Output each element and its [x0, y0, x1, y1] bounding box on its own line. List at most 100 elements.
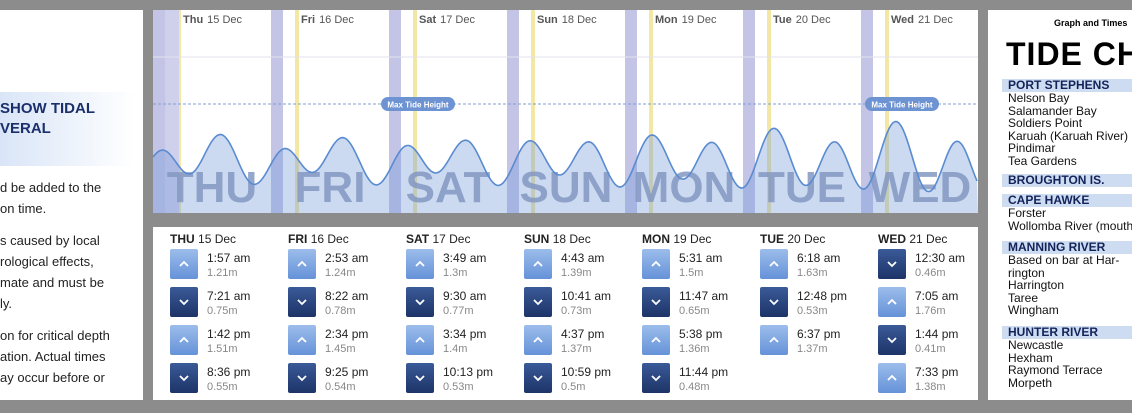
low-tide-icon [524, 363, 552, 393]
location-item: Based on bar at Har- [1008, 253, 1120, 267]
day-date: 18 Dec [552, 232, 591, 246]
tide-time: 7:05 am [915, 289, 959, 303]
max-tide-label: Max Tide Height [387, 101, 449, 110]
graph-day-name: Sun [537, 14, 558, 26]
arrow-chevron [533, 299, 543, 306]
low-tide-icon [288, 287, 316, 317]
tide-arrow [533, 375, 543, 382]
tide-cell: 5:31 am 1.5m [642, 249, 752, 283]
day-header: TUE 20 Dec [760, 232, 825, 246]
arrow-chevron [415, 299, 425, 306]
arrow-chevron [887, 337, 897, 344]
tide-time: 2:34 pm [325, 327, 369, 341]
arrow-chevron [769, 336, 779, 343]
section-heading: CAPE HAWKE [1002, 194, 1132, 207]
tide-arrow [415, 260, 425, 267]
tide-arrow [769, 299, 779, 306]
tide-time: 9:25 pm [325, 365, 369, 379]
notes-line: ly. [0, 296, 13, 311]
high-tide-icon [170, 249, 198, 279]
tide-height: 1.36m [679, 343, 710, 355]
day-date: 20 Dec [787, 232, 826, 246]
notes-heading: VERAL [0, 120, 51, 137]
graph-day-label: Sun 18 Dec [537, 14, 597, 26]
arrow-chevron [887, 298, 897, 305]
arrow-chevron [179, 375, 189, 382]
graph-day-name: Tue [773, 14, 792, 26]
day-name: MON [642, 232, 670, 246]
tide-arrow [415, 299, 425, 306]
night-band [861, 10, 873, 213]
tide-arrow [415, 375, 425, 382]
location-section: CAPE HAWKE Forster Wollomba River (mouth) [1002, 194, 1132, 232]
low-tide-icon [642, 363, 670, 393]
notes-line: rological effects, [0, 254, 94, 269]
location-item: Morpeth [1008, 375, 1053, 390]
location-item: Newcastle [1008, 338, 1064, 352]
arrow-chevron [651, 336, 661, 343]
tide-times-table: THU 15 Dec 1:57 am 1.21m 7:21 am 0.75m 1:42 p… [153, 227, 978, 400]
kicker: Graph and Times [1054, 18, 1128, 28]
section-heading: PORT STEPHENS [1002, 79, 1132, 92]
tide-cell: 3:49 am 1.3m [406, 249, 516, 283]
arrow-chevron [887, 374, 897, 381]
tide-arrow [297, 375, 307, 382]
tide-arrow [887, 261, 897, 268]
tide-arrow [769, 260, 779, 267]
tide-curve [153, 120, 978, 193]
tide-arrow [887, 374, 897, 381]
tide-height: 1.45m [325, 343, 356, 355]
high-tide-icon [760, 249, 788, 279]
high-tide-icon [524, 325, 552, 355]
location-item: Pindimar [1008, 141, 1056, 156]
tide-time: 7:21 am [207, 289, 251, 303]
location-item: Wingham [1008, 303, 1059, 318]
max-tide-pill [381, 97, 455, 111]
tide-height: 0.48m [679, 381, 710, 393]
tide-time: 12:30 am [915, 251, 966, 265]
location-section: BROUGHTON IS. [1002, 174, 1132, 187]
tide-cell: 2:53 am 1.24m [288, 249, 398, 283]
tide-cell: 10:13 pm 0.53m [406, 363, 516, 397]
daylight-band [888, 10, 978, 213]
location-item: Wollomba River (mouth) [1008, 218, 1132, 233]
graph-day-label: Tue 20 Dec [773, 14, 831, 26]
tide-time: 10:41 am [561, 289, 612, 303]
high-tide-icon [878, 287, 906, 317]
tide-height: 0.73m [561, 305, 592, 317]
location-item: Hexham [1008, 350, 1053, 365]
day-name: WED [878, 232, 906, 246]
tide-time: 4:43 am [561, 251, 605, 265]
tide-cell: 12:30 am 0.46m [878, 249, 978, 283]
high-tide-icon [406, 249, 434, 279]
section-heading: BROUGHTON IS. [1002, 174, 1132, 187]
tide-height: 1.38m [915, 381, 946, 393]
low-tide-icon [642, 287, 670, 317]
graph-day-date: 19 Dec [682, 14, 717, 26]
tide-cell: 5:38 pm 1.36m [642, 325, 752, 359]
tide-height: 1.4m [443, 343, 468, 355]
arrow-chevron [533, 336, 543, 343]
graph-day-name: Thu [183, 14, 203, 26]
graph-day-date: 15 Dec [207, 14, 242, 26]
tide-cell: 9:25 pm 0.54m [288, 363, 398, 397]
arrow-chevron [533, 260, 543, 267]
day-date: 15 Dec [198, 232, 237, 246]
tide-cell: 4:37 pm 1.37m [524, 325, 634, 359]
tide-arrow [651, 299, 661, 306]
high-tide-icon [760, 325, 788, 355]
tide-cell: 7:05 am 1.76m [878, 287, 978, 321]
tide-arrow [887, 298, 897, 305]
graph-day-date: 18 Dec [562, 14, 597, 26]
tide-height: 0.75m [207, 305, 238, 317]
tide-cell: 9:30 am 0.77m [406, 287, 516, 321]
notes-line: d be added to the [0, 180, 102, 195]
tide-height: 1.76m [915, 305, 946, 317]
tide-time: 10:59 pm [561, 365, 612, 379]
tide-time: 8:36 pm [207, 365, 251, 379]
tide-height: 0.53m [443, 381, 474, 393]
tide-height: 0.41m [915, 343, 946, 355]
arrow-chevron [533, 375, 543, 382]
night-band [743, 10, 755, 213]
